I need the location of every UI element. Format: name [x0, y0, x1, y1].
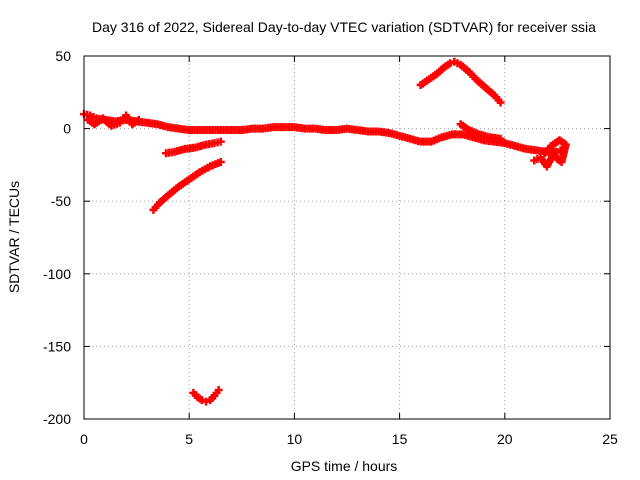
series-track-d: [189, 386, 222, 406]
axis-ticks: 0 5 10 15 20 25 50 0 -50 -100 -150 -200: [43, 48, 618, 447]
grid-lines: [84, 56, 610, 419]
sdtvar-chart: Day 316 of 2022, Sidereal Day-to-day VTE…: [0, 0, 640, 480]
data-points: [80, 58, 570, 406]
y-axis-label: SDTVAR / TECUs: [6, 181, 22, 293]
y-tick-label: -150: [43, 338, 71, 354]
x-tick-label: 15: [392, 431, 408, 447]
series-track-c: [149, 158, 224, 214]
series-track-b: [162, 138, 225, 158]
y-tick-label: -100: [43, 266, 71, 282]
y-tick-label: -50: [51, 193, 71, 209]
x-axis-label: GPS time / hours: [291, 458, 398, 474]
series-main-track: [80, 110, 568, 156]
x-tick-label: 0: [80, 431, 88, 447]
x-tick-label: 10: [287, 431, 303, 447]
x-tick-label: 20: [497, 431, 513, 447]
plot-frame: [84, 56, 610, 419]
x-tick-label: 25: [602, 431, 618, 447]
y-tick-label: 50: [55, 48, 71, 64]
x-tick-label: 5: [185, 431, 193, 447]
chart-title: Day 316 of 2022, Sidereal Day-to-day VTE…: [92, 19, 596, 35]
y-tick-label: -200: [43, 411, 71, 427]
series-track-e: [417, 58, 505, 107]
chart-canvas: Day 316 of 2022, Sidereal Day-to-day VTE…: [0, 0, 640, 480]
y-tick-label: 0: [63, 121, 71, 137]
